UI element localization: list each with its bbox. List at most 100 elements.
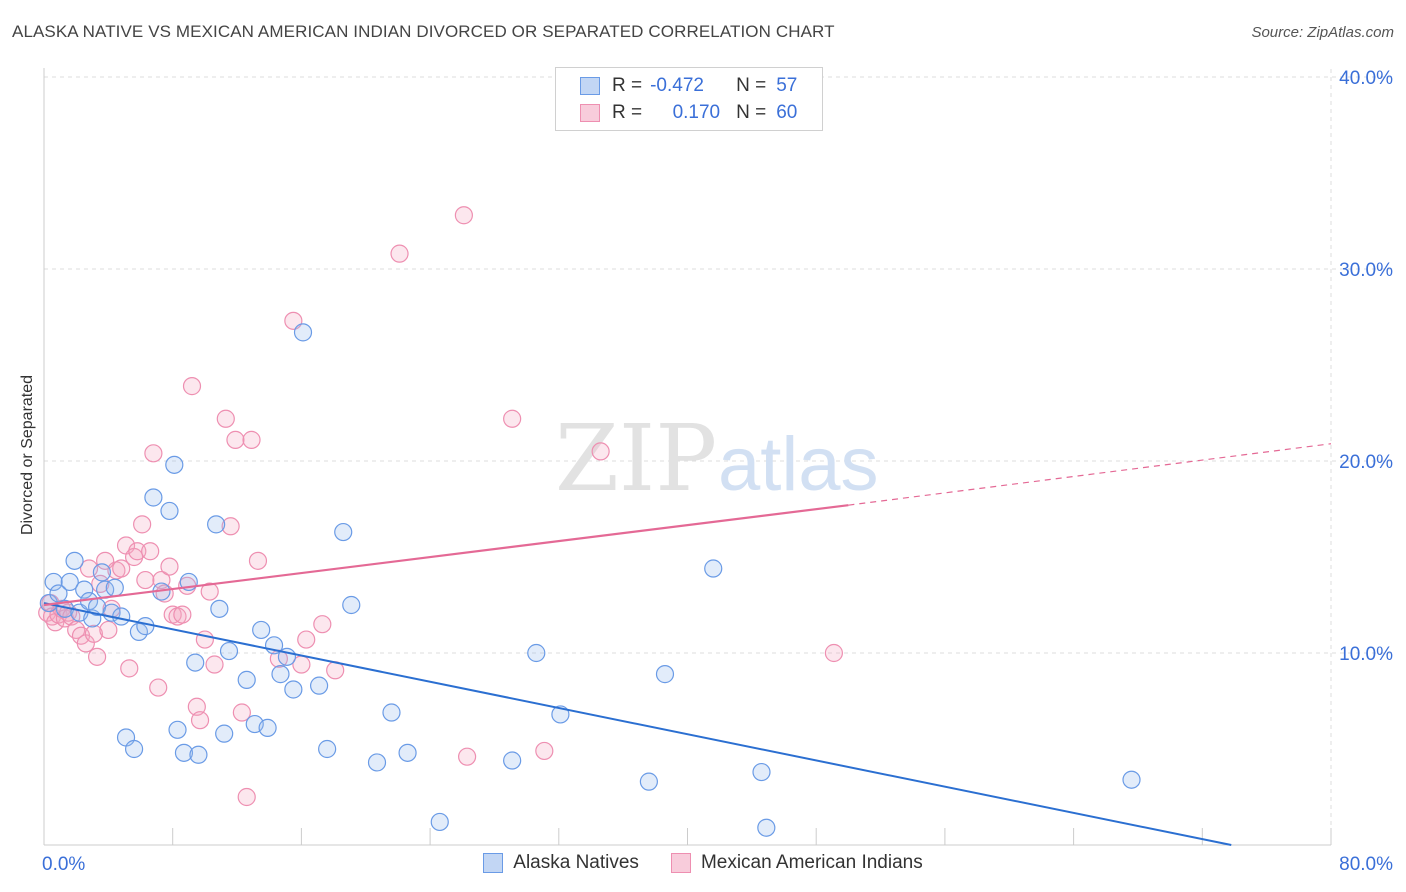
- source-credit: Source: ZipAtlas.com: [1251, 24, 1394, 41]
- y-tick-label: 30.0%: [1339, 260, 1393, 281]
- data-point-mexican-american-indians: [242, 430, 261, 449]
- data-point-mexican-american-indians: [248, 551, 268, 570]
- y-tick-label: 10.0%: [1339, 644, 1393, 665]
- watermark-zip: ZIP: [555, 405, 717, 512]
- data-point-mexican-american-indians: [87, 647, 107, 666]
- data-point-mexican-american-indians: [112, 559, 131, 578]
- data-point-alaska-natives: [124, 739, 144, 759]
- data-point-mexican-american-indians: [84, 624, 103, 643]
- grid-lines: [44, 69, 1392, 845]
- data-point-alaska-natives: [65, 551, 84, 570]
- legend-row-mexican-american-indians: R = 0.170 N = 60: [580, 100, 797, 126]
- data-point-alaska-natives: [92, 563, 112, 582]
- data-point-alaska-natives: [165, 455, 184, 474]
- data-point-alaska-natives: [189, 745, 208, 764]
- data-point-alaska-natives: [639, 772, 658, 791]
- r-value: -0.472: [650, 75, 704, 96]
- data-point-alaska-natives: [75, 580, 94, 599]
- data-point-mexican-american-indians: [205, 655, 224, 674]
- data-point-mexican-american-indians: [133, 515, 152, 534]
- data-point-mexican-american-indians: [190, 711, 210, 730]
- trend-line-mexican-american-indians: [43, 504, 849, 607]
- data-point-alaska-natives: [49, 584, 68, 603]
- data-point-alaska-natives: [318, 739, 337, 759]
- legend-row-alaska-natives: R = -0.472 N = 57: [580, 73, 797, 99]
- r-label: R =: [612, 75, 643, 96]
- legend-swatch-pink: [580, 104, 600, 122]
- data-point-mexican-american-indians: [136, 570, 155, 590]
- data-point-alaska-natives: [342, 595, 361, 615]
- data-point-mexican-american-indians: [503, 409, 522, 428]
- data-point-alaska-natives: [60, 572, 79, 592]
- watermark: ZIP atlas: [555, 405, 879, 512]
- data-point-mexican-american-indians: [120, 659, 139, 678]
- data-point-alaska-natives: [258, 718, 277, 737]
- legend-label: Alaska Natives: [513, 852, 639, 873]
- series-alaska-natives: [39, 323, 1141, 837]
- data-point-alaska-natives: [284, 680, 303, 699]
- series-legend: Alaska Natives Mexican American Indians: [0, 852, 1406, 874]
- data-point-alaska-natives: [752, 762, 771, 782]
- data-point-mexican-american-indians: [297, 630, 316, 649]
- data-point-alaska-natives: [144, 488, 163, 507]
- data-point-alaska-natives: [160, 501, 179, 521]
- data-point-mexican-american-indians: [226, 430, 245, 449]
- data-point-mexican-american-indians: [173, 605, 192, 624]
- data-point-mexican-american-indians: [67, 620, 86, 640]
- data-point-mexican-american-indians: [535, 741, 554, 761]
- data-point-mexican-american-indians: [128, 542, 147, 561]
- data-point-alaska-natives: [207, 515, 226, 534]
- n-value: 60: [776, 102, 798, 123]
- r-label: R =: [612, 102, 643, 123]
- data-point-alaska-natives: [105, 578, 124, 597]
- data-point-alaska-natives: [174, 743, 194, 762]
- data-point-mexican-american-indians: [824, 643, 843, 663]
- data-point-alaska-natives: [430, 812, 449, 832]
- data-point-alaska-natives: [237, 670, 256, 689]
- data-point-mexican-american-indians: [124, 547, 144, 567]
- tick-labels: 10.0% 20.0% 30.0% 40.0% 0.0% 80.0%: [42, 68, 1393, 875]
- data-point-mexican-american-indians: [200, 582, 219, 601]
- data-point-alaska-natives: [215, 724, 234, 743]
- n-value: 57: [776, 75, 798, 96]
- n-label: N =: [736, 75, 767, 96]
- data-point-mexican-american-indians: [91, 574, 110, 593]
- n-label: N =: [736, 102, 767, 123]
- y-tick-label: 40.0%: [1339, 68, 1393, 89]
- data-point-alaska-natives: [168, 720, 187, 739]
- data-point-alaska-natives: [382, 703, 401, 722]
- data-point-mexican-american-indians: [141, 542, 160, 561]
- trend-line-alaska-natives: [43, 602, 1232, 846]
- data-point-alaska-natives: [219, 641, 239, 661]
- data-point-mexican-american-indians: [182, 377, 202, 396]
- data-point-alaska-natives: [503, 751, 522, 770]
- data-point-mexican-american-indians: [99, 620, 118, 640]
- correlation-legend: R = -0.472 N = 57 R = 0.170 N = 60: [555, 67, 823, 131]
- data-point-alaska-natives: [271, 665, 290, 684]
- data-point-alaska-natives: [44, 572, 63, 592]
- legend-swatch-pink: [670, 853, 691, 873]
- data-point-mexican-american-indians: [144, 444, 163, 463]
- data-point-mexican-american-indians: [591, 442, 610, 461]
- data-point-alaska-natives: [655, 665, 675, 684]
- data-point-alaska-natives: [112, 607, 131, 626]
- trend-lines: [43, 443, 1332, 846]
- data-point-alaska-natives: [293, 323, 313, 342]
- data-point-mexican-american-indians: [454, 206, 473, 225]
- data-point-alaska-natives: [309, 676, 329, 695]
- data-point-alaska-natives: [186, 653, 205, 672]
- x-tick-label: 0.0%: [42, 854, 85, 875]
- data-point-alaska-natives: [136, 617, 155, 636]
- axes: [43, 68, 1332, 846]
- data-point-mexican-american-indians: [458, 747, 477, 766]
- data-point-alaska-natives: [210, 599, 229, 618]
- legend-item-alaska-natives: Alaska Natives: [483, 852, 639, 874]
- data-point-alaska-natives: [334, 522, 353, 542]
- legend-item-mexican-american-indians: Mexican American Indians: [670, 852, 923, 874]
- data-point-alaska-natives: [704, 559, 723, 578]
- data-point-alaska-natives: [757, 818, 776, 837]
- legend-swatch-blue: [483, 853, 504, 873]
- data-point-mexican-american-indians: [195, 630, 214, 649]
- watermark-atlas: atlas: [718, 422, 879, 507]
